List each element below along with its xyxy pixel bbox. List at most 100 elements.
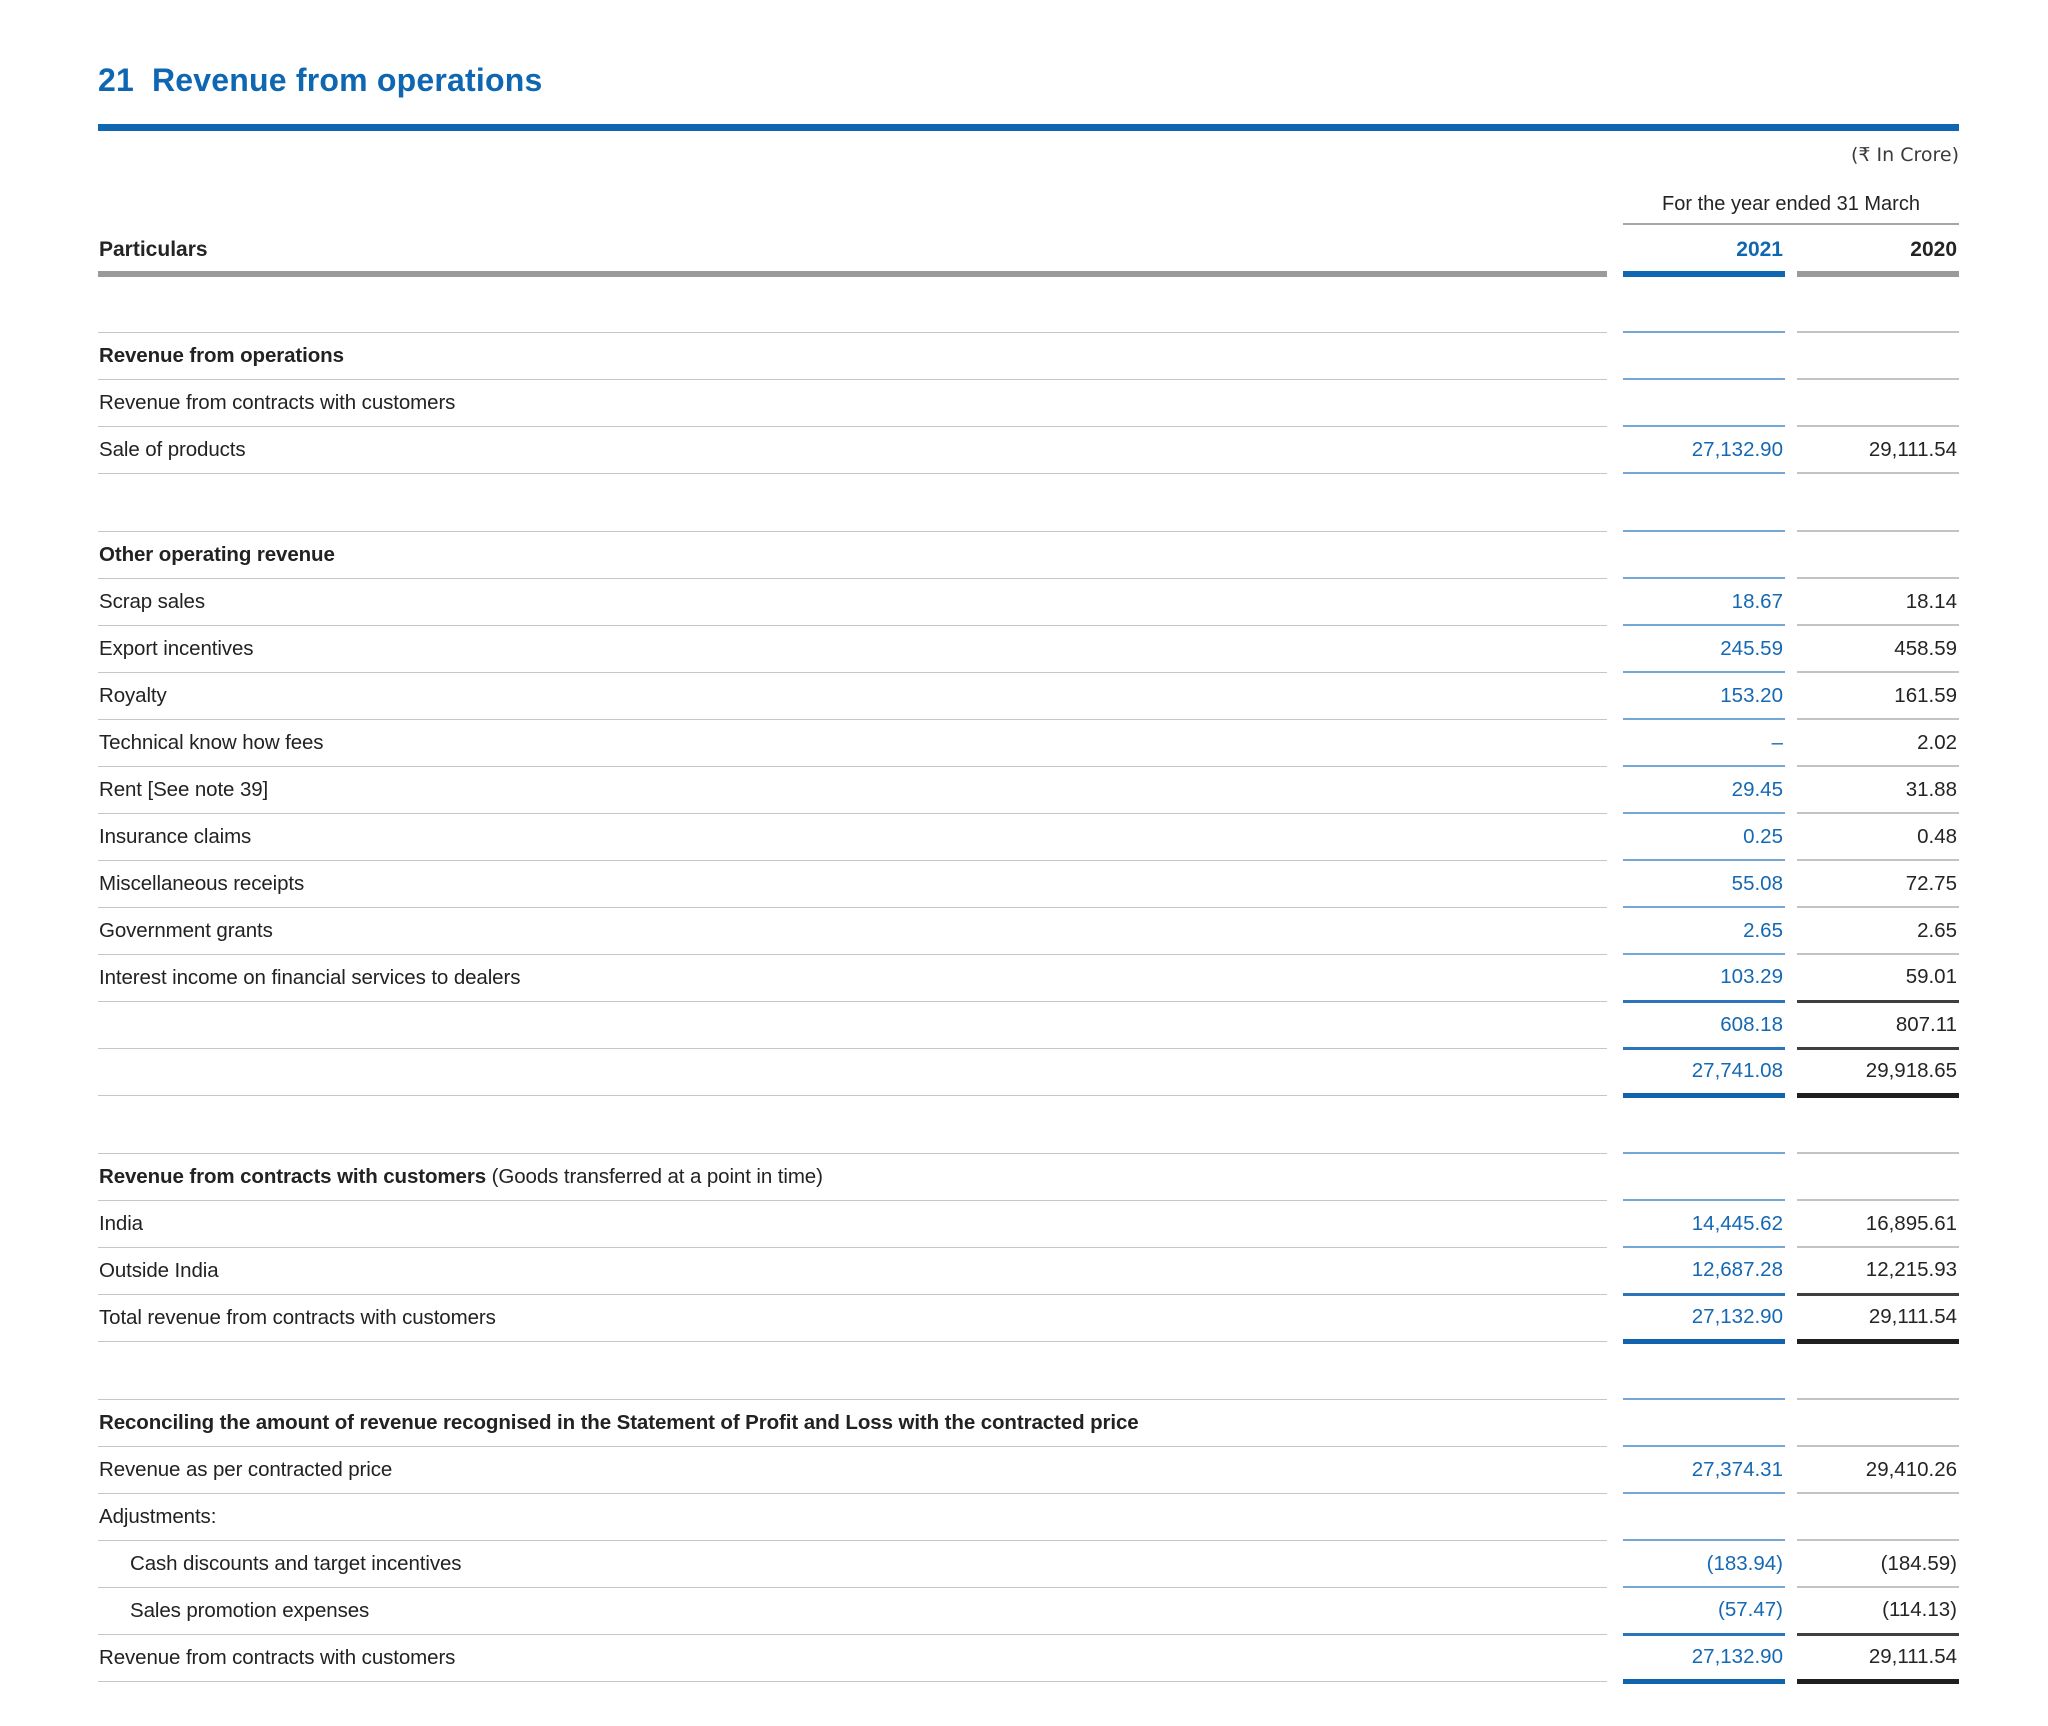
cell-2021 [1622, 1493, 1785, 1541]
column-gap [1607, 1048, 1623, 1095]
column-gap [1785, 1446, 1797, 1493]
table-row: Scrap sales 18.67 18.14 [98, 578, 1959, 626]
row-label: Miscellaneous receipts [98, 860, 1607, 908]
cell-2021: (57.47) [1622, 1587, 1785, 1636]
column-gap [1785, 719, 1797, 766]
column-gap [1785, 224, 1797, 274]
table-row: Sales promotion expenses (57.47) (114.13) [98, 1587, 1959, 1636]
table-row: Sale of products 27,132.90 29,111.54 [98, 426, 1959, 474]
table-row: Interest income on financial services to… [98, 954, 1959, 1003]
column-gap [1607, 625, 1623, 672]
table-row: Export incentives 245.59 458.59 [98, 625, 1959, 673]
cell-2020: 161.59 [1796, 672, 1959, 720]
column-gap [1607, 954, 1623, 1001]
column-gap [1607, 860, 1623, 907]
cell-2020 [1796, 1493, 1959, 1541]
row-label: Outside India [98, 1247, 1607, 1295]
cell-2020 [1796, 473, 1959, 532]
column-gap [1607, 1247, 1623, 1294]
column-gap [1785, 672, 1797, 719]
cell-2021 [1622, 332, 1785, 380]
column-gap [1785, 274, 1797, 332]
table-row: Outside India 12,687.28 12,215.93 [98, 1247, 1959, 1296]
column-gap [1607, 1540, 1623, 1587]
column-gap [1785, 1200, 1797, 1247]
column-gap [1785, 1001, 1797, 1048]
table-row: Revenue as per contracted price 27,374.31… [98, 1446, 1959, 1494]
column-gap [1607, 379, 1623, 426]
cell-2021: 27,132.90 [1622, 426, 1785, 474]
row-label: Royalty [98, 672, 1607, 720]
column-gap [1607, 224, 1623, 274]
cell-2020: 31.88 [1796, 766, 1959, 814]
table-body: Revenue from operations Revenue from cont… [98, 274, 1959, 1684]
spacer-row [98, 274, 1959, 333]
cell-2020: 29,918.65 [1796, 1048, 1959, 1098]
spacer-row [98, 1095, 1959, 1154]
row-label [98, 1001, 1607, 1049]
row-label [98, 1095, 1607, 1154]
cell-2021: 14,445.62 [1622, 1200, 1785, 1248]
table-row: Government grants 2.65 2.65 [98, 907, 1959, 955]
table-row: Revenue from contracts with customers (G… [98, 1153, 1959, 1201]
row-label: Revenue as per contracted price [98, 1446, 1607, 1494]
row-label: Revenue from operations [98, 332, 1607, 380]
row-label: Revenue from contracts with customers (G… [98, 1153, 1607, 1201]
column-gap [1607, 426, 1623, 473]
row-label [98, 1341, 1607, 1400]
column-gap [1607, 166, 1623, 224]
table-row: Revenue from contracts with customers 27,… [98, 1634, 1959, 1684]
column-gap [1785, 578, 1797, 625]
row-label: Insurance claims [98, 813, 1607, 861]
row-label: India [98, 1200, 1607, 1248]
cell-2021 [1622, 473, 1785, 532]
column-gap [1785, 625, 1797, 672]
column-gap [1607, 1294, 1623, 1341]
cell-2020 [1796, 1341, 1959, 1400]
row-label: Sale of products [98, 426, 1607, 474]
section-title-block: 21 Revenue from operations [98, 62, 1959, 131]
cell-2020: 12,215.93 [1796, 1247, 1959, 1296]
cell-2020: (184.59) [1796, 1540, 1959, 1588]
period-header-row: For the year ended 31 March [98, 166, 1959, 225]
cell-2021 [1622, 1341, 1785, 1400]
column-header-particulars: Particulars [98, 224, 1607, 277]
column-gap [1785, 1540, 1797, 1587]
cell-2020: 2.02 [1796, 719, 1959, 767]
column-gap [1785, 813, 1797, 860]
column-gap [1607, 1493, 1623, 1540]
column-gap [1607, 1001, 1623, 1048]
column-gap [1785, 766, 1797, 813]
column-gap [1607, 907, 1623, 954]
row-label: Interest income on financial services to… [98, 954, 1607, 1002]
row-label [98, 473, 1607, 532]
table-row: Revenue from operations [98, 332, 1959, 380]
page-title: 21 Revenue from operations [98, 62, 1959, 99]
cell-2021: 12,687.28 [1622, 1247, 1785, 1296]
column-header-2021: 2021 [1622, 224, 1785, 277]
table-row: Other operating revenue [98, 531, 1959, 579]
row-label: Sales promotion expenses [98, 1587, 1607, 1635]
row-label [98, 1048, 1607, 1096]
cell-2020 [1796, 531, 1959, 579]
column-gap [1785, 907, 1797, 954]
column-gap [1607, 813, 1623, 860]
cell-2020: 16,895.61 [1796, 1200, 1959, 1248]
cell-2020: 0.48 [1796, 813, 1959, 861]
column-gap [1785, 1153, 1797, 1200]
period-header: For the year ended 31 March [1622, 166, 1959, 225]
column-gap [1785, 1048, 1797, 1095]
row-label: Cash discounts and target incentives [98, 1540, 1607, 1588]
cell-2020 [1796, 379, 1959, 427]
cell-2020 [1796, 274, 1959, 333]
row-label: Revenue from contracts with customers [98, 1634, 1607, 1682]
table-row: Reconciling the amount of revenue recogn… [98, 1399, 1959, 1447]
row-label: Export incentives [98, 625, 1607, 673]
cell-2020: 29,111.54 [1796, 1294, 1959, 1344]
column-gap [1607, 766, 1623, 813]
empty-cell [98, 166, 1607, 224]
cell-2021 [1622, 1399, 1785, 1447]
cell-2020: 807.11 [1796, 1001, 1959, 1050]
column-gap [1607, 1341, 1623, 1399]
